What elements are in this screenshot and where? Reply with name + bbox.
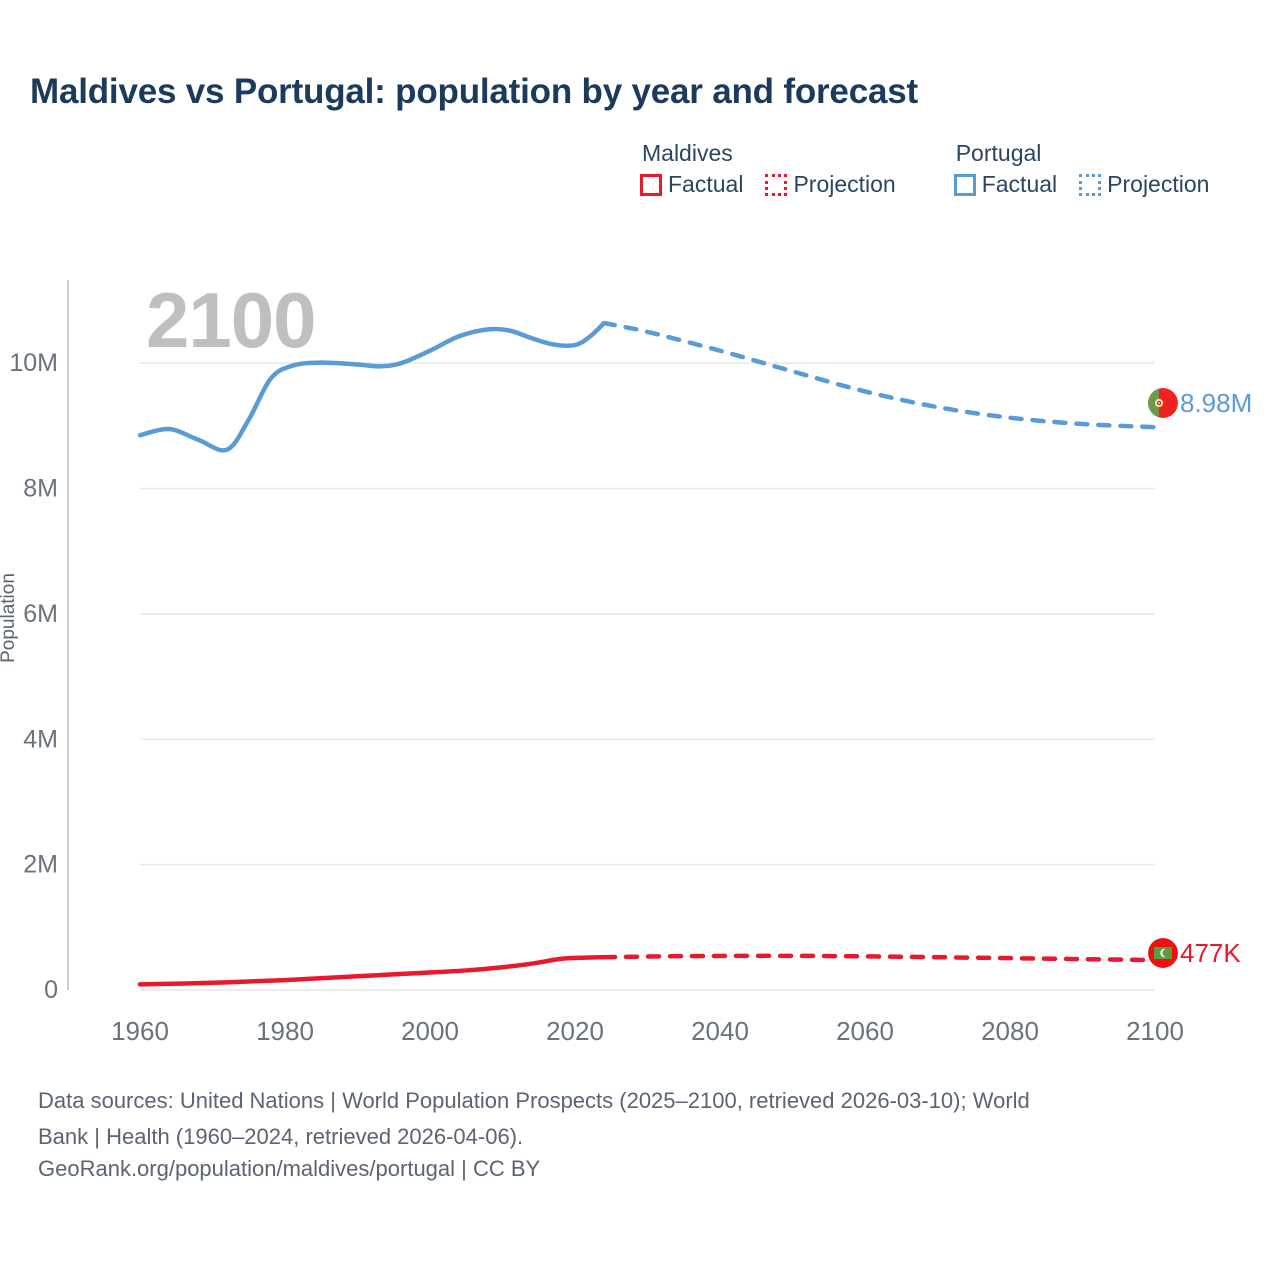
legend-group-maldives: Maldives Factual Projection bbox=[640, 142, 896, 196]
footer-line-2: Bank | Health (1960–2024, retrieved 2026… bbox=[38, 1123, 524, 1149]
x-tick-label: 2000 bbox=[401, 1016, 459, 1046]
legend-entries-portugal: Factual Projection bbox=[953, 171, 1209, 197]
endpoint-value-maldives: 477K bbox=[1180, 938, 1241, 968]
legend-entries-maldives: Factual Projection bbox=[640, 173, 896, 196]
legend-group-title-maldives: Maldives bbox=[642, 140, 733, 166]
x-tick-label: 2040 bbox=[691, 1016, 749, 1046]
page-title: Maldives vs Portugal: population by year… bbox=[30, 72, 918, 111]
footer-line-1: Data sources: United Nations | World Pop… bbox=[38, 1088, 1030, 1113]
legend-group-title-portugal: Portugal bbox=[955, 140, 1042, 166]
legend-label-maldives-projection: Projection bbox=[793, 171, 896, 197]
portugal-flag-icon bbox=[1148, 388, 1178, 418]
series-line-projection-portugal bbox=[601, 320, 1158, 430]
chart-svg: 0 2M 4M 6M 8M 10M 1960 1980 2000 2020 2040 2060 208… bbox=[9, 280, 1184, 1046]
legend-label-portugal-projection: Projection bbox=[1107, 171, 1210, 197]
gridlines-group bbox=[140, 362, 1155, 991]
legend-swatch-solid-icon bbox=[953, 173, 976, 196]
legend-label-maldives-factual: Factual bbox=[668, 171, 744, 197]
legend-label-portugal-factual: Factual bbox=[981, 171, 1058, 197]
series-line-factual-portugal bbox=[137, 320, 607, 453]
x-tick-label: 2100 bbox=[1126, 1016, 1184, 1046]
legend-swatch-solid-icon bbox=[640, 173, 662, 196]
x-tick-label: 2080 bbox=[981, 1016, 1039, 1046]
legend-swatch-dotted-icon bbox=[765, 173, 788, 196]
x-tick-label: 1960 bbox=[111, 1016, 169, 1046]
y-tick-label: 8M bbox=[23, 475, 58, 503]
x-tick-label: 1980 bbox=[256, 1016, 314, 1046]
y-tick-labels-group: 0 2M 4M 6M 8M 10M bbox=[9, 349, 58, 1004]
series-line-factual-maldives bbox=[137, 954, 607, 987]
x-tick-labels-group: 1960 1980 2000 2020 2040 2060 2080 2100 bbox=[111, 1016, 1184, 1046]
legend-swatch-dotted-icon bbox=[1079, 173, 1102, 196]
footer-sources: Data sources: United Nations | World Pop… bbox=[38, 1085, 1238, 1185]
footer-line-3[interactable]: GeoRank.org/population/maldives/portugal… bbox=[38, 1155, 541, 1181]
y-tick-label: 10M bbox=[9, 349, 58, 377]
series-line-projection-maldives bbox=[601, 953, 1158, 963]
chart-plot-area: 0 2M 4M 6M 8M 10M 1960 1980 2000 2020 2040 2060 208… bbox=[0, 250, 1280, 1070]
y-tick-label: 6M bbox=[23, 600, 58, 628]
y-tick-label: 0 bbox=[44, 976, 58, 1004]
legend-item-maldives-projection[interactable]: Projection bbox=[765, 171, 896, 197]
maldives-flag-icon bbox=[1148, 938, 1178, 968]
legend-item-portugal-factual[interactable]: Factual bbox=[953, 171, 1058, 197]
chart-legend: Maldives Factual Projection Portugal Fac… bbox=[640, 142, 1209, 196]
y-tick-label: 4M bbox=[23, 725, 58, 753]
x-tick-label: 2060 bbox=[836, 1016, 894, 1046]
endpoint-value-portugal: 8.98M bbox=[1180, 388, 1253, 418]
series-lines-group bbox=[137, 320, 1158, 987]
x-tick-label: 2020 bbox=[546, 1016, 604, 1046]
legend-group-portugal: Portugal Factual Projection bbox=[953, 140, 1209, 197]
legend-item-maldives-factual[interactable]: Factual bbox=[640, 173, 743, 196]
y-tick-label: 2M bbox=[23, 851, 58, 879]
legend-item-portugal-projection[interactable]: Projection bbox=[1079, 173, 1209, 196]
